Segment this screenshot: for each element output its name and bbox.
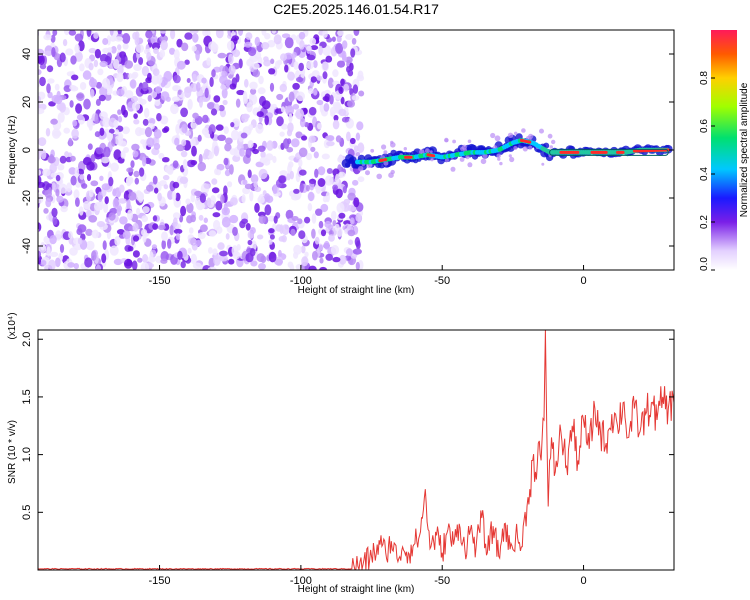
snr-content [38, 330, 674, 570]
snr-series-line [38, 330, 674, 570]
colorbar-tick-label: 0.4 [699, 167, 710, 181]
spectrogram-xlabel: Height of straight line (km) [298, 285, 415, 296]
snr-panel: -150 -100 -50 0 0.5 1.0 1.5 2.0 Height of strai… [7, 312, 675, 595]
snr-x-tick-label: 0 [580, 575, 586, 587]
spectrogram-y-tick-label: -20 [21, 190, 33, 206]
snr-xlabel: Height of straight line (km) [298, 584, 415, 595]
spectrogram-y-tick-label: -40 [21, 238, 33, 254]
colorbar-ticks: 0.0 0.2 0.4 0.6 0.8 [699, 71, 715, 271]
snr-axes: -150 -100 -50 0 0.5 1.0 1.5 2.0 [21, 332, 674, 587]
colorbar-tick-label: 0.0 [699, 257, 710, 271]
spectrogram-content [38, 30, 673, 270]
colorbar-gradient [711, 30, 737, 270]
spectrogram-ylabel: Frequency (Hz) [7, 116, 18, 185]
spectrogram-axes: -150 -100 -50 0 -40 -20 0 20 40 [21, 48, 674, 287]
snr-frame [37, 329, 675, 571]
colorbar-tick-label: 0.2 [699, 215, 710, 229]
spectrogram-y-tick-label: 0 [21, 147, 33, 153]
spectrogram-y-tick-label: 40 [21, 48, 33, 60]
colorbar-tick-label: 0.8 [699, 71, 710, 85]
snr-y-tick-label: 2.0 [21, 332, 33, 347]
spectrogram-x-tick-label: -150 [149, 275, 171, 287]
snr-y-tick-label: 1.0 [21, 447, 33, 462]
spectrogram-x-tick-label: 0 [580, 275, 586, 287]
snr-y-tick-label: 1.5 [21, 389, 33, 404]
figure-title: C2E5.2025.146.01.54.R17 [273, 1, 439, 17]
spectrogram-x-tick-label: -50 [434, 275, 450, 287]
snr-x-tick-label: -150 [149, 575, 171, 587]
colorbar-label: Normalized spectral amplitude [739, 82, 750, 217]
spectrogram-x-tick-label: -100 [290, 275, 312, 287]
spectrogram-panel: -150 -100 -50 0 -40 -20 0 20 40 Height of straig… [7, 29, 675, 296]
snr-x-tick-label: -50 [434, 575, 450, 587]
signal-track [341, 128, 673, 180]
noise-region [38, 30, 365, 270]
snr-multiplier: (x10⁴) [7, 312, 18, 339]
colorbar-tick-label: 0.6 [699, 119, 710, 133]
snr-ylabel: SNR (10 * v/v) [7, 420, 18, 484]
snr-y-tick-label: 0.5 [21, 505, 33, 520]
spectrogram-y-tick-label: 20 [21, 96, 33, 108]
colorbar: 0.0 0.2 0.4 0.6 0.8 Normalized spectral ampl… [699, 30, 750, 271]
snr-x-tick-label: -100 [290, 575, 312, 587]
